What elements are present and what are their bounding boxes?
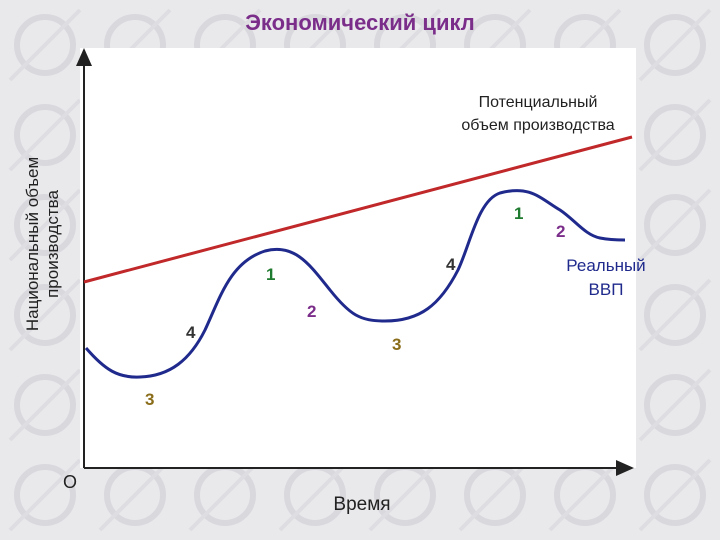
real-gdp-label-line-2: ВВП xyxy=(589,280,624,299)
phase-label: 3 xyxy=(145,390,154,409)
phase-label: 2 xyxy=(307,302,316,321)
x-axis-label: Время xyxy=(333,494,390,515)
phase-label: 1 xyxy=(266,265,275,284)
phase-label: 2 xyxy=(556,222,565,241)
y-axis-label: Национальный объем производства xyxy=(23,157,62,331)
potential-label-line-2: объем производства xyxy=(461,117,614,134)
potential-output-line xyxy=(83,135,633,284)
real-gdp-label-line-1: Реальный xyxy=(566,256,645,275)
y-axis-label-line-2: производства xyxy=(43,190,62,298)
phase-label: 3 xyxy=(392,335,401,354)
real-gdp-curve xyxy=(84,189,626,379)
phase-label: 4 xyxy=(186,323,196,342)
phase-label: 1 xyxy=(514,204,523,223)
phase-label: 4 xyxy=(446,255,456,274)
y-axis-label-line-1: Национальный объем xyxy=(23,157,42,331)
potential-label-line-1: Потенциальный xyxy=(479,94,598,111)
page-title: Экономический цикл xyxy=(245,10,475,35)
origin-label: О xyxy=(63,472,77,492)
